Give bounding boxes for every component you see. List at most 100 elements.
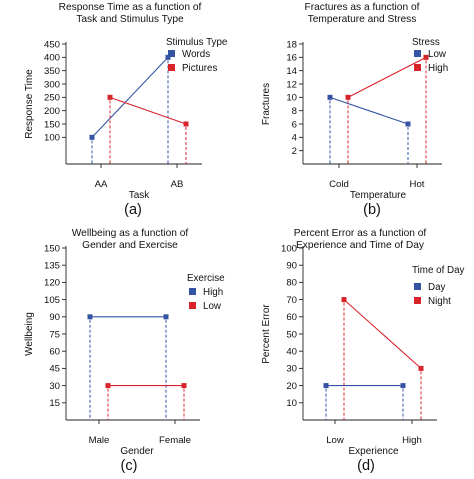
data-point	[423, 54, 429, 60]
y-tick-label: 250	[44, 93, 60, 104]
legend-swatch	[414, 64, 421, 71]
x-tick-label: High	[402, 435, 422, 446]
y-tick-label: 45	[49, 364, 60, 375]
chart-title-line: Fractures as a function of	[305, 2, 420, 13]
legend-label: Day	[428, 282, 446, 293]
legend-swatch	[168, 64, 175, 71]
data-point	[400, 383, 406, 389]
chart-title-line: Percent Error as a function of	[294, 228, 427, 239]
data-point	[163, 314, 169, 320]
legend-swatch	[189, 288, 196, 295]
series-line	[329, 96, 409, 125]
x-tick-label: Cold	[329, 179, 349, 190]
y-tick-label: 150	[44, 243, 60, 254]
y-tick-label: 100	[281, 243, 297, 254]
panel-label: (d)	[357, 458, 375, 474]
panel-label: (a)	[124, 202, 142, 218]
y-axis-label: Fractures	[261, 83, 272, 125]
y-tick-label: 30	[49, 381, 60, 392]
x-axis-label: Task	[129, 190, 151, 201]
legend-label: Words	[182, 49, 210, 60]
y-tick-label: 12	[286, 79, 297, 90]
chart-title-line: Wellbeing as a function of	[72, 228, 189, 239]
y-tick-label: 400	[44, 53, 60, 64]
x-tick-label: Hot	[410, 179, 425, 190]
y-tick-label: 300	[44, 79, 60, 90]
data-point	[341, 297, 347, 303]
y-tick-label: 40	[286, 347, 297, 358]
y-tick-label: 60	[286, 312, 297, 323]
y-tick-label: 50	[286, 329, 297, 340]
x-tick-label: AA	[95, 179, 108, 190]
y-tick-label: 8	[292, 106, 297, 117]
x-tick-label: Low	[326, 435, 344, 446]
data-point	[87, 314, 93, 320]
panel-label: (b)	[363, 202, 381, 218]
y-tick-label: 90	[49, 312, 60, 323]
legend-swatch	[414, 297, 421, 304]
legend-swatch	[168, 50, 175, 57]
y-tick-label: 75	[49, 329, 60, 340]
y-tick-label: 2	[292, 146, 297, 157]
y-tick-label: 60	[49, 347, 60, 358]
data-point	[165, 54, 171, 60]
series-line	[91, 56, 169, 138]
y-axis-label: Percent Error	[261, 304, 272, 364]
legend-title: Time of Day	[412, 265, 465, 276]
data-point	[418, 365, 424, 371]
y-tick-label: 200	[44, 106, 60, 117]
data-point	[323, 383, 329, 389]
y-tick-label: 80	[286, 278, 297, 289]
data-point	[405, 121, 411, 127]
chart-panel: Percent Error as a function of Experience…	[261, 228, 465, 474]
y-tick-label: 16	[286, 53, 297, 64]
y-tick-label: 450	[44, 39, 60, 50]
y-tick-label: 70	[286, 295, 297, 306]
y-tick-label: 20	[286, 381, 297, 392]
y-tick-label: 105	[44, 295, 60, 306]
legend-swatch	[414, 283, 421, 290]
legend-label: High	[203, 287, 223, 298]
legend-label: Low	[428, 49, 447, 60]
y-tick-label: 150	[44, 119, 60, 130]
legend-title: Exercise	[187, 273, 225, 284]
y-tick-label: 100	[44, 133, 60, 144]
data-point	[183, 121, 189, 127]
y-tick-label: 18	[286, 39, 297, 50]
series-line	[109, 96, 187, 125]
series-line	[347, 56, 427, 98]
legend-label: Low	[203, 301, 222, 312]
panel-label: (c)	[121, 458, 138, 474]
data-point	[181, 383, 187, 389]
y-axis-label: Wellbeing	[24, 312, 35, 356]
x-axis-label: Experience	[348, 446, 398, 457]
series-line	[343, 299, 422, 369]
y-tick-label: 120	[44, 278, 60, 289]
x-axis-label: Gender	[120, 446, 154, 457]
y-tick-label: 15	[49, 398, 60, 409]
legend-swatch	[414, 50, 421, 57]
data-point	[89, 134, 95, 140]
legend-label: High	[428, 63, 448, 74]
data-point	[327, 94, 333, 100]
chart-title-line: Temperature and Stress	[308, 14, 417, 25]
legend-title: Stimulus Type	[166, 37, 228, 48]
x-tick-label: AB	[171, 179, 184, 190]
y-tick-label: 350	[44, 66, 60, 77]
y-tick-label: 10	[286, 398, 297, 409]
data-point	[105, 383, 111, 389]
legend-title: Stress	[412, 37, 440, 48]
y-tick-label: 90	[286, 261, 297, 272]
x-tick-label: Female	[159, 435, 191, 446]
y-tick-label: 4	[292, 133, 298, 144]
y-axis-label: Response Time	[24, 69, 35, 139]
y-tick-label: 6	[292, 119, 297, 130]
legend-label: Night	[428, 296, 451, 307]
legend-label: Pictures	[182, 63, 217, 74]
y-tick-label: 135	[44, 261, 60, 272]
chart-title-line: Response Time as a function of	[59, 2, 202, 13]
